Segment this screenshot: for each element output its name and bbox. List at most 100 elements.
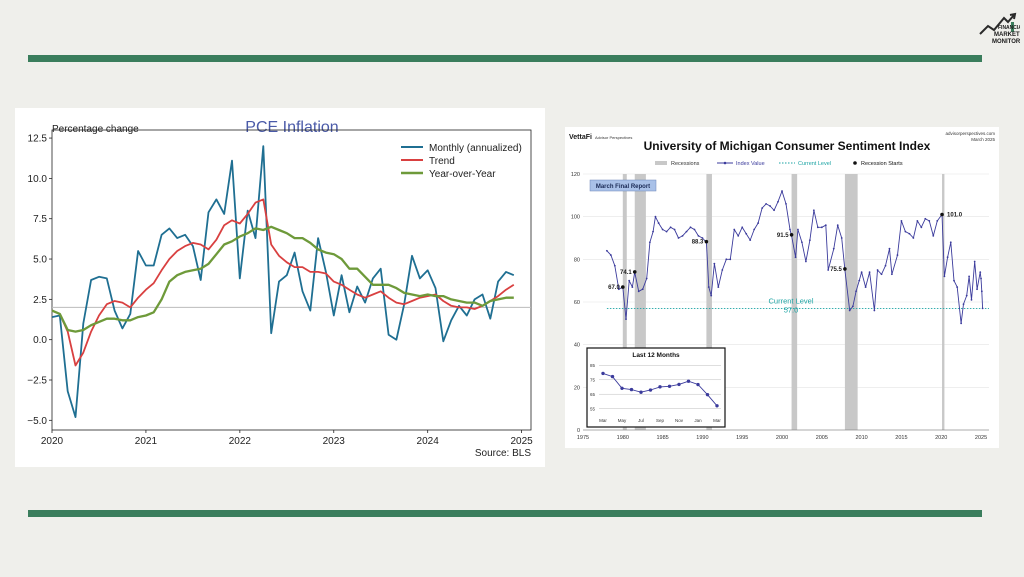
index-point xyxy=(648,241,651,244)
legend-label-starts: Recession Starts xyxy=(861,161,903,167)
pce-inflation-chart: PCE Inflation Percentage change Source: … xyxy=(15,108,545,467)
y-tick-label: 7.5 xyxy=(33,214,47,225)
inset-y-tick-label: 55 xyxy=(590,406,596,411)
y-tick-label: 0 xyxy=(577,428,580,434)
y-tick-label: 2.5 xyxy=(33,295,47,306)
recession-start-marker xyxy=(843,267,847,271)
x-tick-label: 2020 xyxy=(935,435,947,441)
index-point xyxy=(777,200,779,203)
legend-label-current: Current Level xyxy=(798,161,831,167)
series-line-3 xyxy=(51,225,514,333)
index-point xyxy=(753,228,756,231)
legend-label-yoy: Year-over-Year xyxy=(429,169,496,180)
index-point xyxy=(673,228,676,231)
index-point xyxy=(932,234,935,237)
inset-point xyxy=(658,385,662,389)
series-line-1 xyxy=(51,145,515,419)
index-point xyxy=(765,202,767,205)
index-point xyxy=(855,290,857,293)
index-point xyxy=(721,269,724,271)
inset-point xyxy=(686,379,691,383)
index-point xyxy=(707,286,710,288)
index-point xyxy=(943,275,946,278)
index-point xyxy=(868,271,871,274)
inset-point xyxy=(696,382,700,387)
svg-text:MONITOR: MONITOR xyxy=(992,39,1020,45)
index-point xyxy=(661,228,664,231)
inset-x-tick-label: Jan xyxy=(694,418,702,423)
badge-label: March Final Report xyxy=(596,184,650,190)
x-tick-label: 2015 xyxy=(895,435,907,441)
index-point xyxy=(665,230,668,233)
index-point xyxy=(876,269,879,271)
index-point xyxy=(888,247,891,250)
x-tick-label: 1975 xyxy=(577,435,589,441)
index-point xyxy=(609,254,612,256)
index-point xyxy=(794,256,797,259)
y-tick-label: 5.0 xyxy=(33,255,47,266)
legend-label-recessions: Recessions xyxy=(671,161,700,167)
index-point xyxy=(900,220,903,222)
recession-start-label: 75.5 xyxy=(830,267,842,273)
x-tick-label: 2010 xyxy=(856,435,868,441)
legend-label-index: Index Value xyxy=(736,161,765,167)
index-point xyxy=(864,286,867,288)
index-line xyxy=(606,190,984,324)
legend-marker-starts xyxy=(853,161,857,165)
site-label: advisorperspectives.com xyxy=(945,131,995,136)
index-point xyxy=(717,286,720,288)
inset-point xyxy=(715,404,719,408)
index-point xyxy=(976,288,978,291)
recession-start-label: 101.0 xyxy=(947,213,963,219)
index-point xyxy=(851,305,854,308)
index-point xyxy=(785,202,787,205)
x-tick-label: 2022 xyxy=(229,436,252,447)
y-tick-label: 100 xyxy=(571,215,580,221)
y-tick-label: 120 xyxy=(571,172,580,178)
index-point xyxy=(884,264,887,267)
y-tick-label: 20 xyxy=(574,385,580,391)
index-point xyxy=(677,237,680,239)
inset-point xyxy=(677,382,681,387)
index-point xyxy=(741,226,744,229)
legend: Recessions Index Value Current Level Rec… xyxy=(655,161,903,167)
x-tick-label: 2000 xyxy=(776,435,788,441)
index-point xyxy=(973,260,976,263)
index-point xyxy=(936,220,939,222)
x-tick-label: 2020 xyxy=(41,436,64,447)
index-point xyxy=(946,256,949,259)
index-point xyxy=(848,309,851,312)
x-tick-label: 2021 xyxy=(135,436,158,447)
plot-frame xyxy=(51,129,532,431)
y-tick-label: 10.0 xyxy=(28,174,48,185)
inset-x-tick-label: Jul xyxy=(638,418,644,423)
inset-point xyxy=(629,387,634,392)
recession-start-marker xyxy=(704,239,709,244)
index-point xyxy=(689,226,692,229)
x-tick-label: 2005 xyxy=(816,435,828,441)
legend-label-monthly: Monthly (annualized) xyxy=(429,143,522,154)
index-point xyxy=(789,228,791,231)
index-point xyxy=(916,220,919,222)
inset-x-tick-label: Nov xyxy=(675,418,684,423)
index-point xyxy=(761,207,764,210)
index-point xyxy=(840,237,843,239)
index-point xyxy=(773,209,775,212)
index-point xyxy=(749,239,752,242)
index-point xyxy=(956,286,959,288)
index-point xyxy=(701,237,704,239)
inset-x-tick-label: Sep xyxy=(656,418,665,423)
index-point xyxy=(654,215,657,218)
y-tick-label: −2.5 xyxy=(27,376,47,387)
index-point xyxy=(737,234,740,237)
inset-y-tick-label: 65 xyxy=(590,392,596,397)
svg-text:MARKET: MARKET xyxy=(994,32,1020,38)
recession-start-marker xyxy=(789,233,794,237)
inset-point xyxy=(601,371,605,376)
legend: Monthly (annualized) Trend Year-over-Yea… xyxy=(401,143,522,180)
recession-start-label: 74.1 xyxy=(620,270,632,276)
index-point xyxy=(880,273,883,276)
index-point xyxy=(652,230,654,233)
recession-start-label: 67.0 xyxy=(608,285,620,291)
index-point xyxy=(962,303,965,306)
